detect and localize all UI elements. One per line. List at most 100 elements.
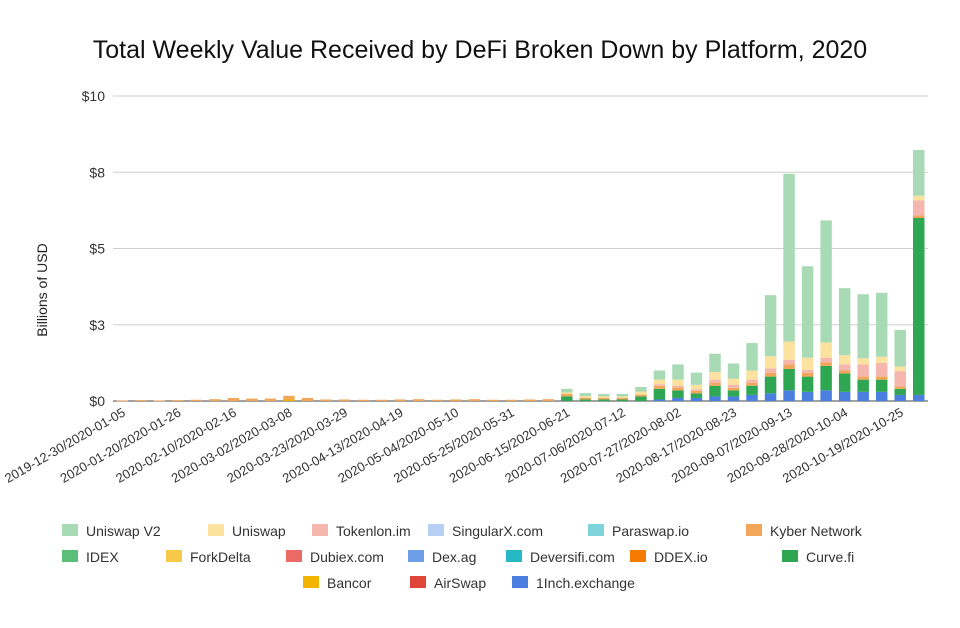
bar-segment — [116, 400, 129, 402]
bar-segment — [561, 396, 573, 401]
bar-segment — [598, 393, 610, 397]
bar-segment — [320, 399, 332, 401]
x-axis-ticks: 2019-12-30/2020-01-052020-01-20/2020-01-… — [2, 405, 906, 486]
bar-segment — [746, 394, 758, 401]
bar-segment — [746, 343, 758, 371]
legend-swatch — [62, 550, 78, 562]
bar-segment — [690, 390, 703, 394]
bar-segment — [764, 295, 777, 357]
bar-segment — [709, 353, 721, 373]
bar-segment — [820, 357, 832, 363]
legend-label: Uniswap V2 — [86, 523, 161, 539]
bar-segment — [746, 379, 758, 383]
bar-segment — [894, 371, 906, 387]
legend-swatch — [312, 524, 328, 536]
bar-segment — [635, 394, 647, 397]
bar-segment — [894, 329, 906, 367]
bar-segment — [709, 372, 721, 380]
legend-label: Paraswap.io — [612, 523, 689, 539]
bar-segment — [431, 399, 443, 401]
bar-segment — [486, 399, 499, 401]
y-axis-ticks: $0 $3 $5 $8 $10 — [82, 88, 106, 409]
bar-segment — [357, 399, 369, 401]
legend-label: Kyber Network — [770, 523, 863, 539]
bar-segment — [468, 399, 480, 401]
legend-label: Curve.fi — [806, 549, 854, 565]
bar-segment — [542, 399, 555, 401]
bar-segment — [338, 399, 351, 401]
bar-segment — [857, 358, 869, 365]
bar-segment — [616, 399, 629, 401]
bar-segment — [579, 393, 592, 397]
bar-segment — [672, 387, 684, 391]
bar-segment — [727, 378, 740, 385]
bar-segment — [820, 220, 832, 343]
legend-swatch — [166, 550, 182, 562]
bar-segment — [709, 385, 721, 397]
bar-segment — [135, 400, 147, 401]
bar-segment — [801, 357, 814, 370]
bar-segment — [690, 389, 703, 391]
bar-segment — [894, 366, 906, 372]
bar-segment — [227, 397, 240, 401]
bar-segment — [561, 393, 573, 397]
bar-segment — [672, 390, 684, 398]
bar-segment — [727, 390, 740, 397]
bar-segment — [894, 386, 906, 389]
bar-segment — [449, 399, 462, 401]
bar-segment — [764, 376, 777, 394]
bar-segment — [912, 215, 925, 218]
bar-segment — [746, 385, 758, 395]
bar-segment — [561, 388, 573, 393]
bar-segment — [616, 393, 629, 397]
bar-segment — [561, 392, 573, 394]
bar-segment — [209, 399, 221, 401]
bar-segment — [783, 341, 795, 360]
bar-segment — [875, 391, 888, 401]
bar-segment — [875, 356, 888, 363]
bar-segment — [857, 294, 869, 359]
bar-segment — [838, 288, 851, 356]
bar-segment — [746, 382, 758, 386]
bar-segment — [727, 363, 740, 379]
legend-label: Bancor — [327, 575, 372, 591]
bar-segment — [709, 396, 721, 401]
bar-segment — [783, 390, 795, 401]
bar-segment — [801, 372, 814, 377]
bar-segment — [672, 364, 684, 380]
bar-segment — [653, 399, 666, 401]
bar-segment — [672, 379, 684, 386]
bar-segment — [579, 396, 592, 398]
bar-segment — [912, 200, 925, 216]
bar-segment — [912, 195, 925, 201]
bar-segment — [264, 398, 277, 401]
bar-segment — [912, 394, 925, 401]
bar-segment — [394, 399, 406, 401]
bar-segment — [875, 376, 888, 380]
bar-segment — [283, 395, 295, 400]
bar-segment — [912, 218, 925, 395]
bar-segment — [524, 399, 536, 401]
bar-segment — [857, 376, 869, 380]
bar-segment — [875, 379, 888, 392]
legend-swatch — [506, 550, 522, 562]
bar-segment — [598, 397, 610, 400]
bar-segment — [616, 396, 629, 398]
bars — [116, 149, 925, 402]
y-tick-label: $0 — [89, 393, 105, 409]
legend-label: 1Inch.exchange — [536, 575, 635, 591]
bar-segment — [727, 384, 740, 388]
bar-segment — [153, 400, 166, 402]
y-axis-label: Billions of USD — [34, 243, 50, 336]
legend-label: Dex.ag — [432, 549, 476, 565]
bar-segment — [727, 396, 740, 401]
bar-segment — [672, 385, 684, 388]
bar-segment — [616, 397, 629, 400]
bar-segment — [857, 364, 869, 377]
bar-segment — [635, 391, 647, 395]
bar-segment — [598, 399, 610, 401]
legend-swatch — [428, 524, 444, 536]
bar-segment — [690, 372, 703, 385]
bar-segment — [672, 397, 684, 401]
